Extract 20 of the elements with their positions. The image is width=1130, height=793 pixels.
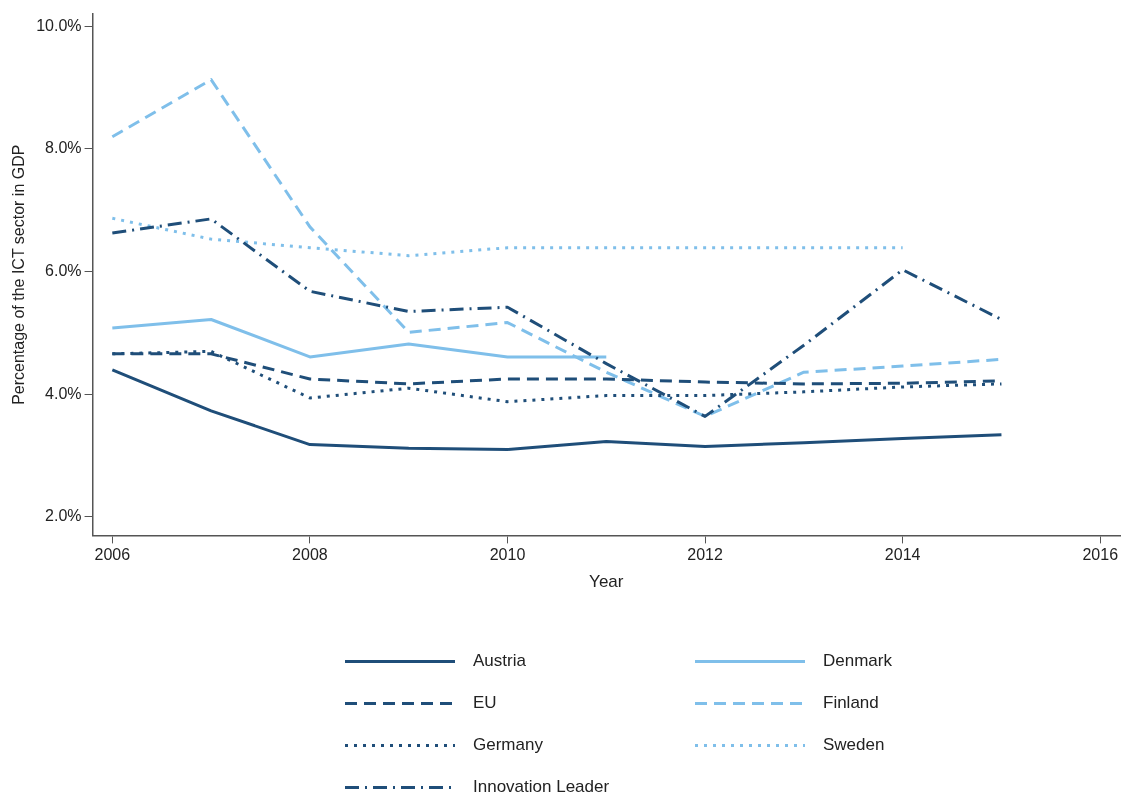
x-tick-label: 2010 bbox=[489, 546, 526, 564]
y-axis-title: Percentage of the ICT sector in GDP bbox=[10, 144, 28, 405]
y-tick-label: 6.0% bbox=[45, 262, 82, 280]
y-tick-label: 2.0% bbox=[45, 507, 82, 525]
x-tick-label: 2014 bbox=[884, 546, 921, 564]
legend-label: Denmark bbox=[823, 651, 892, 671]
x-tick-label: 2006 bbox=[94, 546, 131, 564]
x-tick-label: 2012 bbox=[687, 546, 723, 564]
x-tick-label: 2016 bbox=[1082, 546, 1119, 564]
legend-label: Innovation Leader bbox=[473, 777, 610, 793]
legend-label: Sweden bbox=[823, 735, 885, 755]
y-tick-label: 4.0% bbox=[45, 384, 82, 402]
x-axis-title: Year bbox=[589, 572, 624, 592]
y-tick-label: 10.0% bbox=[36, 16, 82, 34]
x-tick-label: 2008 bbox=[292, 546, 328, 564]
legend-label: Finland bbox=[823, 693, 879, 713]
legend-label: Austria bbox=[473, 651, 526, 671]
y-tick-label: 8.0% bbox=[45, 139, 82, 157]
legend-label: Germany bbox=[473, 735, 543, 755]
legend-label: EU bbox=[473, 693, 497, 713]
